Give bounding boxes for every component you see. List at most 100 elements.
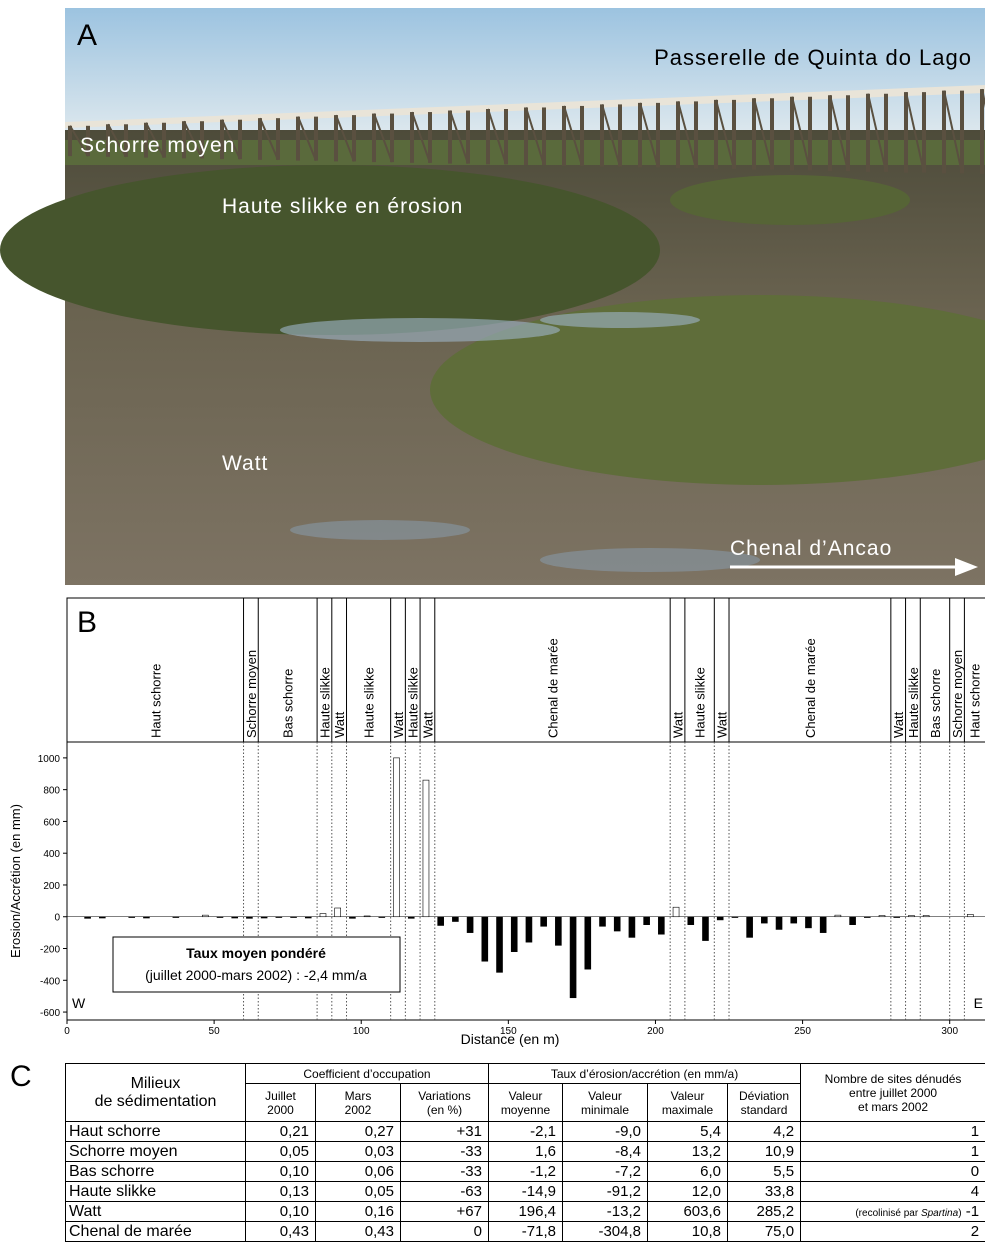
y-tick-label: 0 bbox=[54, 913, 60, 924]
table-cell: -13,2 bbox=[562, 1201, 648, 1222]
table-cell: +67 bbox=[400, 1201, 489, 1222]
bridge-deck bbox=[65, 85, 985, 128]
column-header: Variations (en %) bbox=[400, 1083, 489, 1122]
corner-label: W bbox=[72, 995, 86, 1011]
annotation-title: Taux moyen pondéré bbox=[186, 945, 326, 961]
bar bbox=[290, 916, 297, 918]
zone-label: Haute slikke bbox=[362, 667, 377, 738]
annotation-box bbox=[112, 936, 401, 993]
header-line: et mars 2002 bbox=[858, 1099, 929, 1114]
pylon bbox=[905, 91, 925, 173]
bar bbox=[731, 916, 739, 918]
table-cell: 0,13 bbox=[245, 1181, 316, 1202]
photo-label: Chenal d’Ancao bbox=[730, 537, 892, 560]
note: ) bbox=[958, 1208, 962, 1219]
bar bbox=[716, 916, 724, 921]
pylon bbox=[715, 99, 735, 170]
zone-label: Schorre moyen bbox=[244, 650, 259, 738]
pylon bbox=[753, 98, 773, 170]
column-header: Valeur minimale bbox=[562, 1083, 648, 1122]
bar bbox=[275, 916, 283, 918]
bar bbox=[864, 916, 871, 918]
header-line: de sédimentation bbox=[94, 1092, 217, 1110]
header-line: Valeur bbox=[508, 1088, 543, 1103]
table-cell: 10,8 bbox=[647, 1221, 728, 1242]
table-cell: 0,27 bbox=[315, 1121, 401, 1142]
pylon bbox=[297, 116, 317, 161]
header-line: Déviation bbox=[739, 1088, 790, 1103]
y-tick-label: -400 bbox=[40, 976, 60, 987]
zone-header bbox=[66, 597, 985, 743]
table-cell: -1,2 bbox=[488, 1161, 563, 1182]
y-tick-label: -600 bbox=[40, 1008, 60, 1019]
data-row: Haute slikke 0,13 0,05 -63 -14,9 -91,2 12,0 33,… bbox=[65, 1181, 985, 1202]
table-cell: Watt bbox=[65, 1201, 246, 1222]
header-line: Juillet bbox=[265, 1088, 296, 1103]
column-header: Juillet 2000 bbox=[245, 1083, 316, 1122]
pylon bbox=[145, 122, 165, 159]
zone-label: Watt bbox=[332, 711, 347, 738]
table-cell: 0,06 bbox=[315, 1161, 401, 1182]
data-row: Haut schorre 0,21 0,27 +31 -2,1 -9,0 5,4 4,2 1 bbox=[65, 1121, 985, 1142]
zone-label: Bas schorre bbox=[281, 669, 296, 738]
bar bbox=[555, 916, 562, 946]
note: (recolinisé par bbox=[855, 1208, 921, 1219]
pylon bbox=[373, 113, 393, 163]
bridge-pylons bbox=[68, 88, 985, 175]
bar bbox=[658, 916, 665, 935]
table-cell: 0,10 bbox=[245, 1201, 316, 1222]
header-line: entre juillet 2000 bbox=[849, 1085, 938, 1100]
table-cell: 33,8 bbox=[726, 1181, 802, 1202]
x-tick-label: 250 bbox=[794, 1026, 811, 1037]
zone-label: Haute slikke bbox=[406, 667, 421, 738]
cell-value: -1 bbox=[965, 1203, 980, 1220]
bar bbox=[437, 916, 444, 926]
bar bbox=[304, 916, 312, 919]
zone-label: Haute slikke bbox=[693, 667, 708, 738]
bar bbox=[172, 916, 180, 918]
pylon bbox=[183, 120, 203, 159]
table-cell: 4 bbox=[800, 1181, 985, 1202]
header-row: Juillet 2000 Mars 2002 Variations (en %) Valeu… bbox=[66, 1083, 985, 1122]
water bbox=[540, 312, 700, 328]
chart: B Erosion/Accrétion (en mm) Distance (en… bbox=[8, 597, 985, 1047]
bar bbox=[878, 915, 886, 918]
bar bbox=[422, 779, 430, 918]
bar bbox=[246, 916, 253, 919]
bar bbox=[260, 916, 268, 919]
table-cell: 12,0 bbox=[647, 1181, 728, 1202]
zone-label: Haute slikke bbox=[317, 667, 332, 738]
bar bbox=[510, 916, 518, 952]
photo-title: Passerelle de Quinta do Lago bbox=[654, 45, 972, 70]
zone-label: Haut schorre bbox=[968, 664, 983, 738]
y-tick-label: 1000 bbox=[38, 754, 61, 765]
zone-label: Watt bbox=[420, 711, 435, 738]
table-cell: 0,03 bbox=[315, 1141, 401, 1162]
table-cell: 0,10 bbox=[245, 1161, 316, 1182]
water bbox=[290, 520, 470, 540]
bar bbox=[805, 916, 812, 929]
group-header: Coefficient d’occupation bbox=[245, 1063, 489, 1084]
annotation-text: (juillet 2000-mars 2002) : -2,4 mm/a bbox=[145, 967, 367, 983]
table-cell: 1,6 bbox=[488, 1141, 563, 1162]
pylon bbox=[791, 96, 811, 171]
pylon bbox=[449, 110, 469, 164]
pylon bbox=[487, 108, 507, 165]
bar bbox=[466, 916, 474, 933]
column-header: Déviation standard bbox=[726, 1083, 802, 1122]
table-cell: 196,4 bbox=[488, 1201, 563, 1222]
pylon bbox=[601, 104, 621, 167]
table-cell: 0,05 bbox=[315, 1181, 401, 1202]
bar bbox=[216, 916, 224, 918]
table-cell: -304,8 bbox=[562, 1221, 648, 1242]
corner-label: E bbox=[974, 995, 983, 1011]
header-line: Valeur bbox=[588, 1088, 622, 1103]
bar bbox=[99, 916, 106, 919]
header-line: maximale bbox=[661, 1102, 714, 1117]
pylon bbox=[563, 105, 583, 167]
y-tick-label: 200 bbox=[43, 881, 60, 892]
header-cell: Nombre de sites dénudés entre juillet 200… bbox=[800, 1063, 985, 1122]
table-cell: 10,9 bbox=[726, 1141, 802, 1162]
bar bbox=[407, 916, 415, 919]
